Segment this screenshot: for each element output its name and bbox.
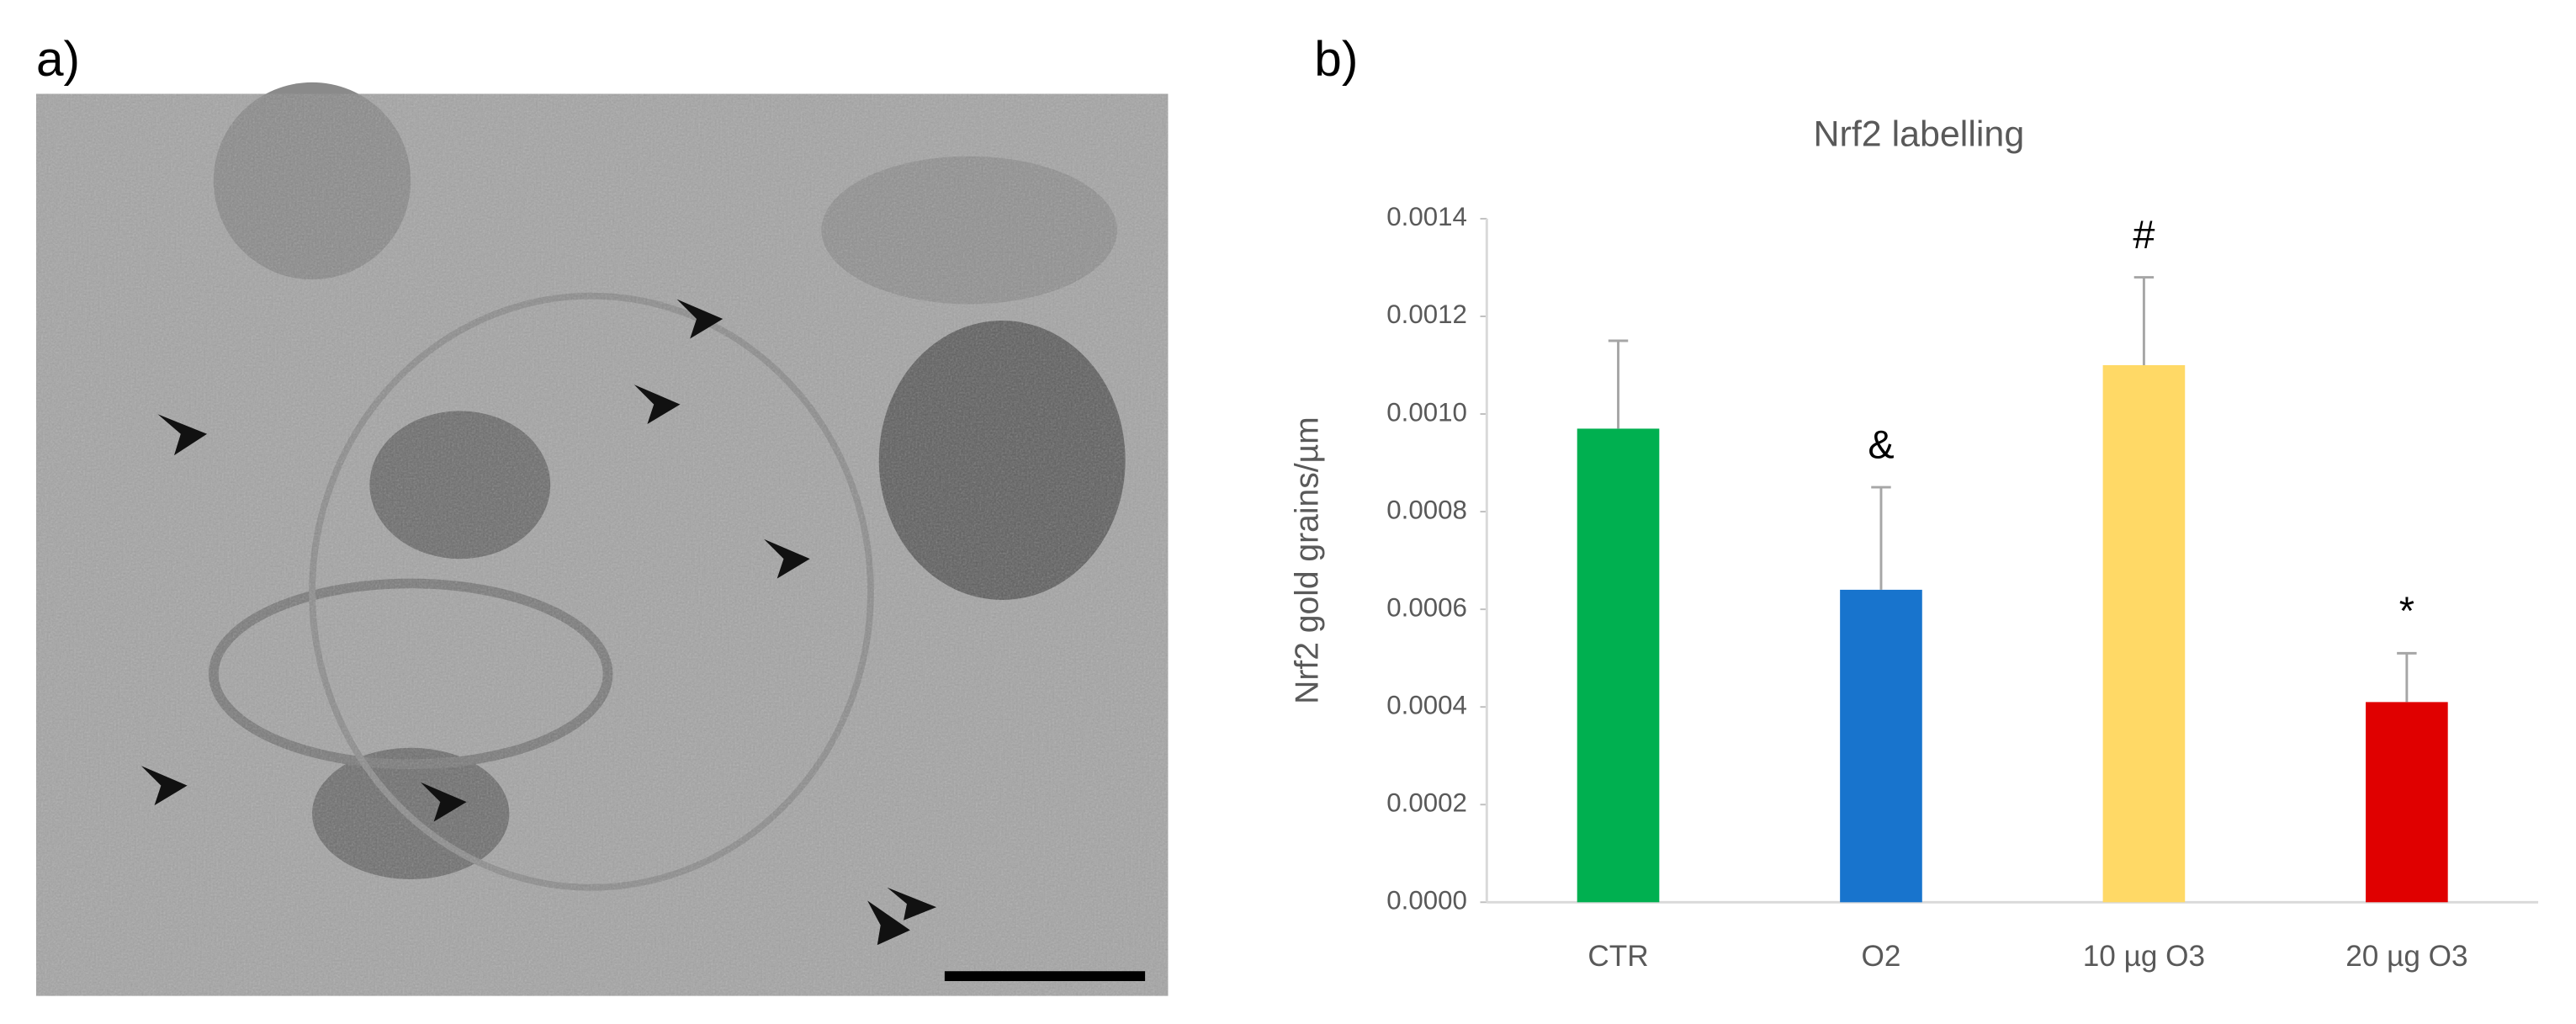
y-tick-label: 0.0006 [1386, 592, 1467, 622]
x-tick-label: CTR [1587, 940, 1648, 973]
bar [2102, 365, 2186, 903]
chart-title: Nrf2 labelling [1814, 114, 2025, 155]
significance-mark: # [2133, 213, 2155, 257]
bar [1840, 589, 1922, 903]
y-tick-label: 0.0004 [1386, 690, 1467, 719]
y-tick-label: 0.0012 [1386, 300, 1467, 329]
y-tick-label: 0.0010 [1386, 397, 1467, 427]
panel-label: a) [36, 32, 80, 87]
error-bar [2397, 651, 2417, 703]
significance-mark: * [2399, 589, 2414, 633]
panel-label: b) [1314, 32, 1358, 87]
error-bar [1871, 485, 1891, 590]
y-tick-label: 0.0002 [1386, 788, 1467, 817]
significance-mark: & [1868, 423, 1894, 467]
bar [1577, 428, 1660, 903]
y-tick-label: 0.0008 [1386, 495, 1467, 524]
y-tick-label: 0.0000 [1386, 886, 1467, 915]
x-tick-label: O2 [1862, 940, 1901, 973]
y-tick-label: 0.0014 [1386, 202, 1467, 231]
micrograph [35, 82, 1169, 996]
y-axis-label: Nrf2 gold grains/µm [1290, 416, 1326, 704]
x-tick-label: 10 µg O3 [2083, 940, 2205, 973]
error-bar [2133, 276, 2155, 366]
x-tick-label: 20 µg O3 [2345, 940, 2467, 973]
bar [2366, 702, 2448, 903]
error-bar [1608, 339, 1629, 429]
